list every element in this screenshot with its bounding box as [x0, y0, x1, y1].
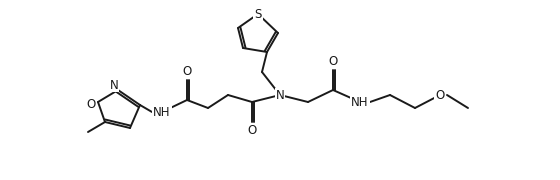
Text: NH: NH: [351, 96, 368, 109]
Text: O: O: [328, 55, 338, 68]
Text: N: N: [276, 89, 284, 102]
Text: O: O: [183, 64, 192, 78]
Text: O: O: [248, 125, 256, 138]
Text: O: O: [435, 89, 445, 102]
Text: N: N: [110, 78, 118, 91]
Text: S: S: [254, 8, 262, 21]
Text: NH: NH: [153, 105, 171, 118]
Text: O: O: [86, 98, 96, 111]
